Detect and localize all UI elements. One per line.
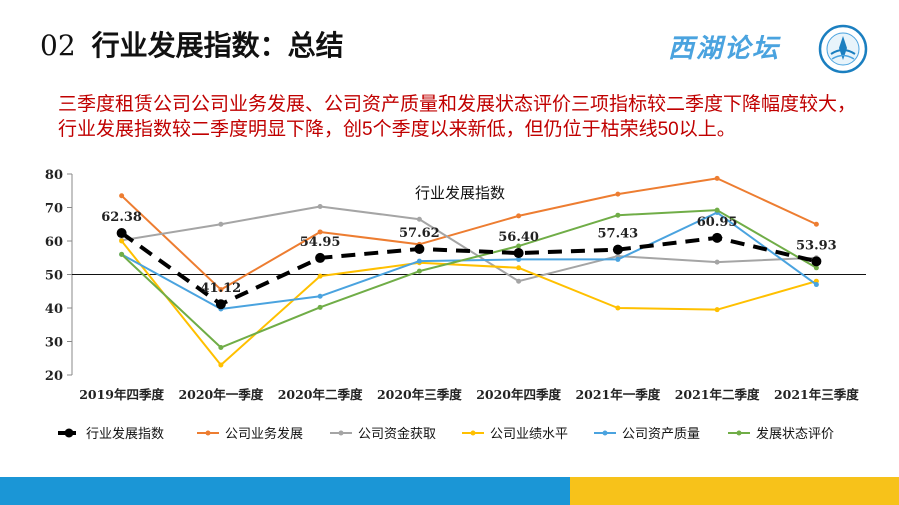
legend-label: 公司业绩水平 [490,427,568,442]
series-4-point [516,256,522,262]
x-tick-label: 2019年四季度 [79,387,164,402]
footer-bar-yellow [570,477,899,505]
series-1-point [218,287,224,293]
series-2-point [317,203,323,209]
series-5-point [714,207,720,213]
series-0-point [315,252,326,263]
section-title: 行业发展指数：总结 [91,29,344,62]
summary-part-3: 以上。 [678,118,736,140]
summary-number-50: 50 [657,119,679,140]
series-line-0 [120,231,817,307]
legend-marker [64,428,74,438]
series-5-point [416,268,422,274]
series-5-point [119,251,125,257]
data-label: 41.12 [201,281,242,296]
series-3-point [516,265,522,271]
legend-marker [602,430,608,436]
y-tick-label: 20 [45,369,63,384]
legend-label: 公司资产质量 [622,427,700,442]
series-0-point [414,243,425,254]
series-1-point [119,193,125,199]
series-0-point [811,256,822,267]
legend-marker [736,430,742,436]
series-2-point [416,216,422,222]
series-5-point [218,345,224,351]
x-tick-label: 2021年二季度 [675,387,760,402]
data-label: 53.93 [796,238,837,253]
legend-marker [470,430,476,436]
series-2-point [218,221,224,227]
series-3-point [119,238,125,244]
summary-part-1: 三季度租赁公司公司业务发展、公司资产质量和发展状态评价三项指标较二季度下降幅度较… [58,93,857,140]
series-0-point [215,299,226,310]
chart-title: 行业发展指数 [415,184,505,202]
data-label: 57.62 [399,226,440,241]
legend-label: 发展状态评价 [756,426,834,442]
series-5-point [813,265,819,271]
series-3-point [317,273,323,279]
series-1-point [615,191,621,197]
x-tick-label: 2021年一季度 [575,387,660,402]
y-tick-label: 30 [45,336,63,351]
series-2-point [516,278,522,284]
section-number: 02 [40,29,76,62]
series-4-point [416,258,422,264]
series-4-point [615,256,621,262]
x-tick-label: 2020年一季度 [178,387,263,402]
chart-legend: 行业发展指数 公司业务发展 公司资金获取 公司业绩水平 公司资产质量 发展状态评价 [58,426,834,442]
series-0-point [116,228,127,239]
summary-part-2: 个季度以来新低，但仍位于枯荣线 [372,118,658,140]
series-3-point [714,307,720,313]
summary-number-5: 5 [362,119,373,140]
series-5-point [516,243,522,249]
series-line-4 [121,211,817,311]
legend-marker [205,430,211,436]
data-label: 57.43 [598,227,639,242]
series-0-point [712,232,723,243]
series-1-point [516,213,522,219]
x-tick-label: 2021年三季度 [774,387,859,402]
forum-logo-text: 西湖论坛 [668,34,781,64]
legend-label: 行业发展指数 [86,426,164,442]
legend-marker [338,430,344,436]
y-tick-label: 80 [45,168,63,183]
data-label: 54.95 [300,235,341,250]
y-tick-label: 60 [45,235,63,250]
series-2-point [714,259,720,265]
forum-seal-icon [818,24,868,74]
data-label: 62.38 [101,210,142,225]
series-4-point [813,282,819,288]
data-label: 56.40 [498,230,539,245]
page-title: 02 行业发展指数：总结 [40,24,344,64]
x-tick-label: 2020年二季度 [278,387,363,402]
series-5-point [615,212,621,218]
y-tick-label: 40 [45,302,63,317]
legend-label: 公司资金获取 [358,426,436,442]
series-3-point [615,305,621,311]
series-3-point [218,362,224,368]
series-line-5 [120,209,817,349]
x-tick-label: 2020年四季度 [476,387,561,402]
footer-bar-blue [0,477,570,505]
series-5-point [317,304,323,310]
series-line-3 [120,240,817,366]
legend-label: 公司业务发展 [225,426,303,442]
series-0-point [612,244,623,255]
x-tick-label: 2020年三季度 [377,387,462,402]
y-tick-label: 50 [45,269,63,284]
series-4-point [317,293,323,299]
series-0-point [513,248,524,259]
industry-index-chart: 20 30 40 50 60 70 80 2019年四季度 2020年一季度 2020年二季度 20… [45,168,866,442]
series-1-point [813,221,819,227]
summary-text: 三季度租赁公司公司业务发展、公司资产质量和发展状态评价三项指标较二季度下降幅度较… [58,92,858,142]
series-line-1 [120,177,817,291]
series-1-point [714,175,720,181]
y-tick-label: 70 [45,202,63,217]
data-label: 60.95 [697,215,738,230]
series-1-point [317,229,323,235]
